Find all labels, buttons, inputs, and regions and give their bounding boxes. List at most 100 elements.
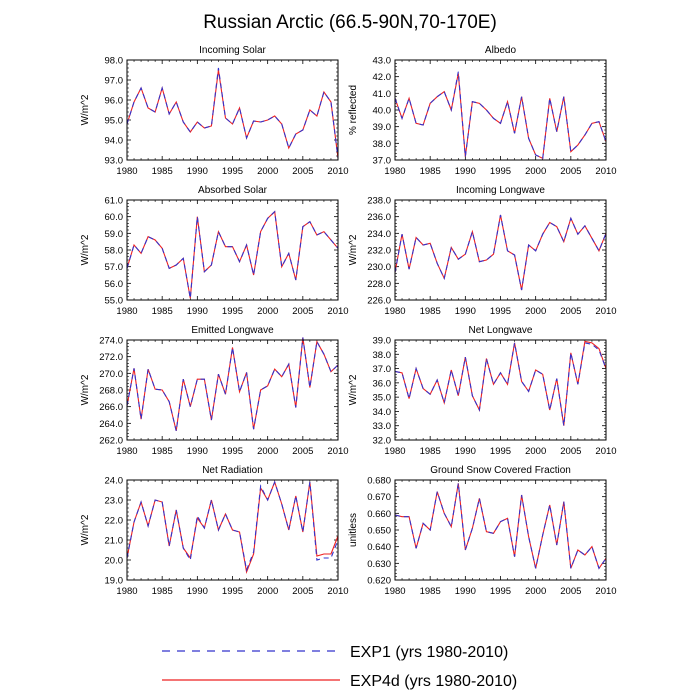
x-tick-label: 1990 (187, 586, 208, 597)
y-tick-label: 58.0 (105, 246, 124, 257)
y-tick-label: 0.620 (367, 576, 391, 587)
plot-frame (126, 199, 339, 301)
chart-panel-1: Albedo % reflected 37.0 38.0 39.0 40.0 41.0 42.… (348, 45, 617, 177)
y-tick-label: 37.0 (373, 364, 392, 375)
series-line-exp1 (394, 483, 607, 570)
x-tick-label: 2005 (560, 166, 581, 177)
x-tick-label: 1995 (222, 586, 243, 597)
panel-title: Net Longwave (469, 325, 533, 336)
y-axis-label: W/m^2 (348, 234, 359, 265)
y-tick-label: 59.0 (105, 229, 124, 240)
y-tick-label: 268.0 (99, 386, 123, 397)
x-tick-label: 2000 (525, 306, 546, 317)
y-tick-label: 228.0 (367, 279, 391, 290)
y-tick-label: 36.0 (373, 378, 392, 389)
x-tick-label: 2010 (327, 586, 348, 597)
plot-frame (394, 199, 607, 301)
y-tick-label: 226.0 (367, 296, 391, 307)
plot-frame (126, 339, 339, 441)
y-tick-label: 0.670 (367, 492, 391, 503)
figure-title: Russian Arctic (66.5-90N,70-170E) (203, 12, 497, 33)
panel-title: Emitted Longwave (191, 325, 274, 336)
y-tick-label: 236.0 (367, 212, 391, 223)
y-tick-label: 55.0 (105, 296, 124, 307)
y-tick-label: 32.0 (373, 436, 392, 447)
y-tick-label: 19.0 (105, 576, 124, 587)
panel-title: Albedo (485, 45, 517, 56)
y-tick-label: 232.0 (367, 246, 391, 257)
y-tick-label: 0.650 (367, 526, 391, 537)
x-tick-label: 2000 (525, 166, 546, 177)
y-tick-label: 98.0 (105, 56, 124, 67)
x-tick-label: 1995 (490, 166, 511, 177)
x-tick-label: 1980 (384, 446, 405, 457)
x-tick-label: 2010 (595, 166, 616, 177)
x-tick-label: 2000 (525, 586, 546, 597)
x-tick-label: 2000 (525, 446, 546, 457)
x-tick-label: 2005 (292, 166, 313, 177)
y-axis-label: W/m^2 (80, 234, 91, 265)
series-line-exp1 (126, 480, 339, 572)
x-tick-label: 1985 (420, 306, 441, 317)
x-tick-label: 1980 (384, 166, 405, 177)
chart-panel-6: Net Radiation W/m^2 19.0 20.0 21.0 22.0 23.0 24… (80, 465, 349, 597)
x-tick-label: 1985 (152, 446, 173, 457)
series-line-exp4d (126, 69, 339, 159)
plot-frame (126, 59, 339, 161)
plot-frame (126, 479, 339, 581)
chart-panel-5: Net Longwave W/m^2 32.0 33.0 34.0 35.0 36.0 37.… (348, 325, 617, 457)
x-tick-label: 2005 (560, 446, 581, 457)
y-tick-label: 21.0 (105, 536, 124, 547)
x-tick-label: 1995 (490, 306, 511, 317)
y-tick-label: 22.0 (105, 516, 124, 527)
x-tick-label: 2005 (292, 306, 313, 317)
x-tick-label: 2005 (560, 306, 581, 317)
panels-group: Incoming Solar W/m^2 93.0 94.0 95.0 96.0 97.0 9… (80, 45, 617, 597)
x-tick-label: 1990 (187, 306, 208, 317)
y-tick-label: 37.0 (373, 156, 392, 167)
y-tick-label: 0.680 (367, 476, 391, 487)
y-tick-label: 60.0 (105, 212, 124, 223)
series-line-exp4d (394, 340, 607, 426)
y-axis-label: W/m^2 (80, 94, 91, 125)
y-axis-label: W/m^2 (348, 374, 359, 405)
y-tick-label: 234.0 (367, 229, 391, 240)
y-tick-label: 95.0 (105, 116, 124, 127)
y-tick-label: 238.0 (367, 196, 391, 207)
legend-label-exp4d: EXP4d (yrs 1980-2010) (350, 673, 517, 690)
x-tick-label: 1995 (490, 446, 511, 457)
y-tick-label: 262.0 (99, 436, 123, 447)
x-tick-label: 2010 (327, 306, 348, 317)
x-tick-label: 1980 (116, 446, 137, 457)
x-tick-label: 2010 (595, 306, 616, 317)
plot-frame (394, 339, 607, 441)
x-tick-label: 1985 (420, 586, 441, 597)
y-tick-label: 270.0 (99, 369, 123, 380)
chart-panel-7: Ground Snow Covered Fraction unitless 0.62… (348, 465, 617, 597)
x-tick-label: 2005 (292, 586, 313, 597)
y-tick-label: 0.660 (367, 509, 391, 520)
y-tick-label: 40.0 (373, 106, 392, 117)
x-tick-label: 2010 (595, 586, 616, 597)
x-tick-label: 2010 (327, 446, 348, 457)
legend-label-exp1: EXP1 (yrs 1980-2010) (350, 644, 508, 661)
x-tick-label: 1980 (384, 586, 405, 597)
x-tick-label: 1995 (222, 446, 243, 457)
x-tick-label: 2000 (257, 166, 278, 177)
y-tick-label: 230.0 (367, 262, 391, 273)
y-axis-label: % reflected (348, 85, 359, 135)
x-tick-label: 1995 (490, 586, 511, 597)
series-line-exp4d (126, 210, 339, 299)
y-tick-label: 41.0 (373, 89, 392, 100)
x-tick-label: 1990 (455, 166, 476, 177)
x-tick-label: 2000 (257, 446, 278, 457)
x-tick-label: 1980 (116, 166, 137, 177)
y-tick-label: 43.0 (373, 56, 392, 67)
y-tick-label: 61.0 (105, 196, 124, 207)
x-tick-label: 1985 (152, 586, 173, 597)
x-tick-label: 1985 (420, 446, 441, 457)
x-tick-label: 1995 (222, 306, 243, 317)
x-tick-label: 1990 (455, 586, 476, 597)
series-line-exp1 (126, 210, 339, 299)
x-tick-label: 2000 (257, 586, 278, 597)
